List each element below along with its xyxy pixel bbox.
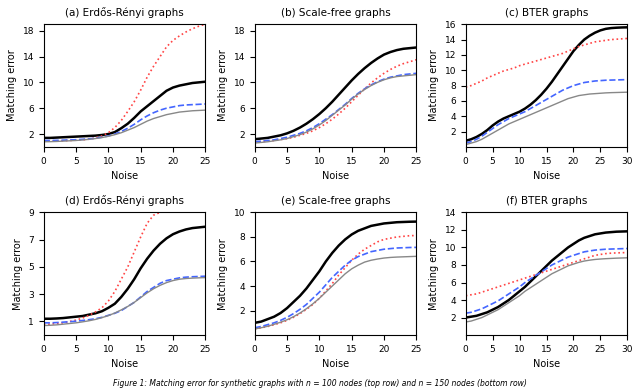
Title: (d) Erdős-Rényi graphs: (d) Erdős-Rényi graphs — [65, 195, 184, 206]
Title: (e) Scale-free graphs: (e) Scale-free graphs — [281, 196, 390, 206]
X-axis label: Noise: Noise — [111, 359, 138, 369]
Title: (b) Scale-free graphs: (b) Scale-free graphs — [280, 8, 390, 18]
Title: (f) BTER graphs: (f) BTER graphs — [506, 196, 587, 206]
X-axis label: Noise: Noise — [533, 359, 560, 369]
Y-axis label: Matching error: Matching error — [218, 50, 228, 122]
X-axis label: Noise: Noise — [322, 359, 349, 369]
Title: (a) Erdős-Rényi graphs: (a) Erdős-Rényi graphs — [65, 7, 184, 18]
Title: (c) BTER graphs: (c) BTER graphs — [505, 8, 588, 18]
Y-axis label: Matching error: Matching error — [429, 50, 439, 122]
Y-axis label: Matching error: Matching error — [13, 238, 22, 310]
X-axis label: Noise: Noise — [111, 171, 138, 181]
Y-axis label: Matching error: Matching error — [218, 238, 228, 310]
Y-axis label: Matching error: Matching error — [7, 50, 17, 122]
X-axis label: Noise: Noise — [322, 171, 349, 181]
Y-axis label: Matching error: Matching error — [429, 238, 439, 310]
Text: Figure 1: Matching error for synthetic graphs with n = 100 nodes (top row) and n: Figure 1: Matching error for synthetic g… — [113, 379, 527, 388]
X-axis label: Noise: Noise — [533, 171, 560, 181]
